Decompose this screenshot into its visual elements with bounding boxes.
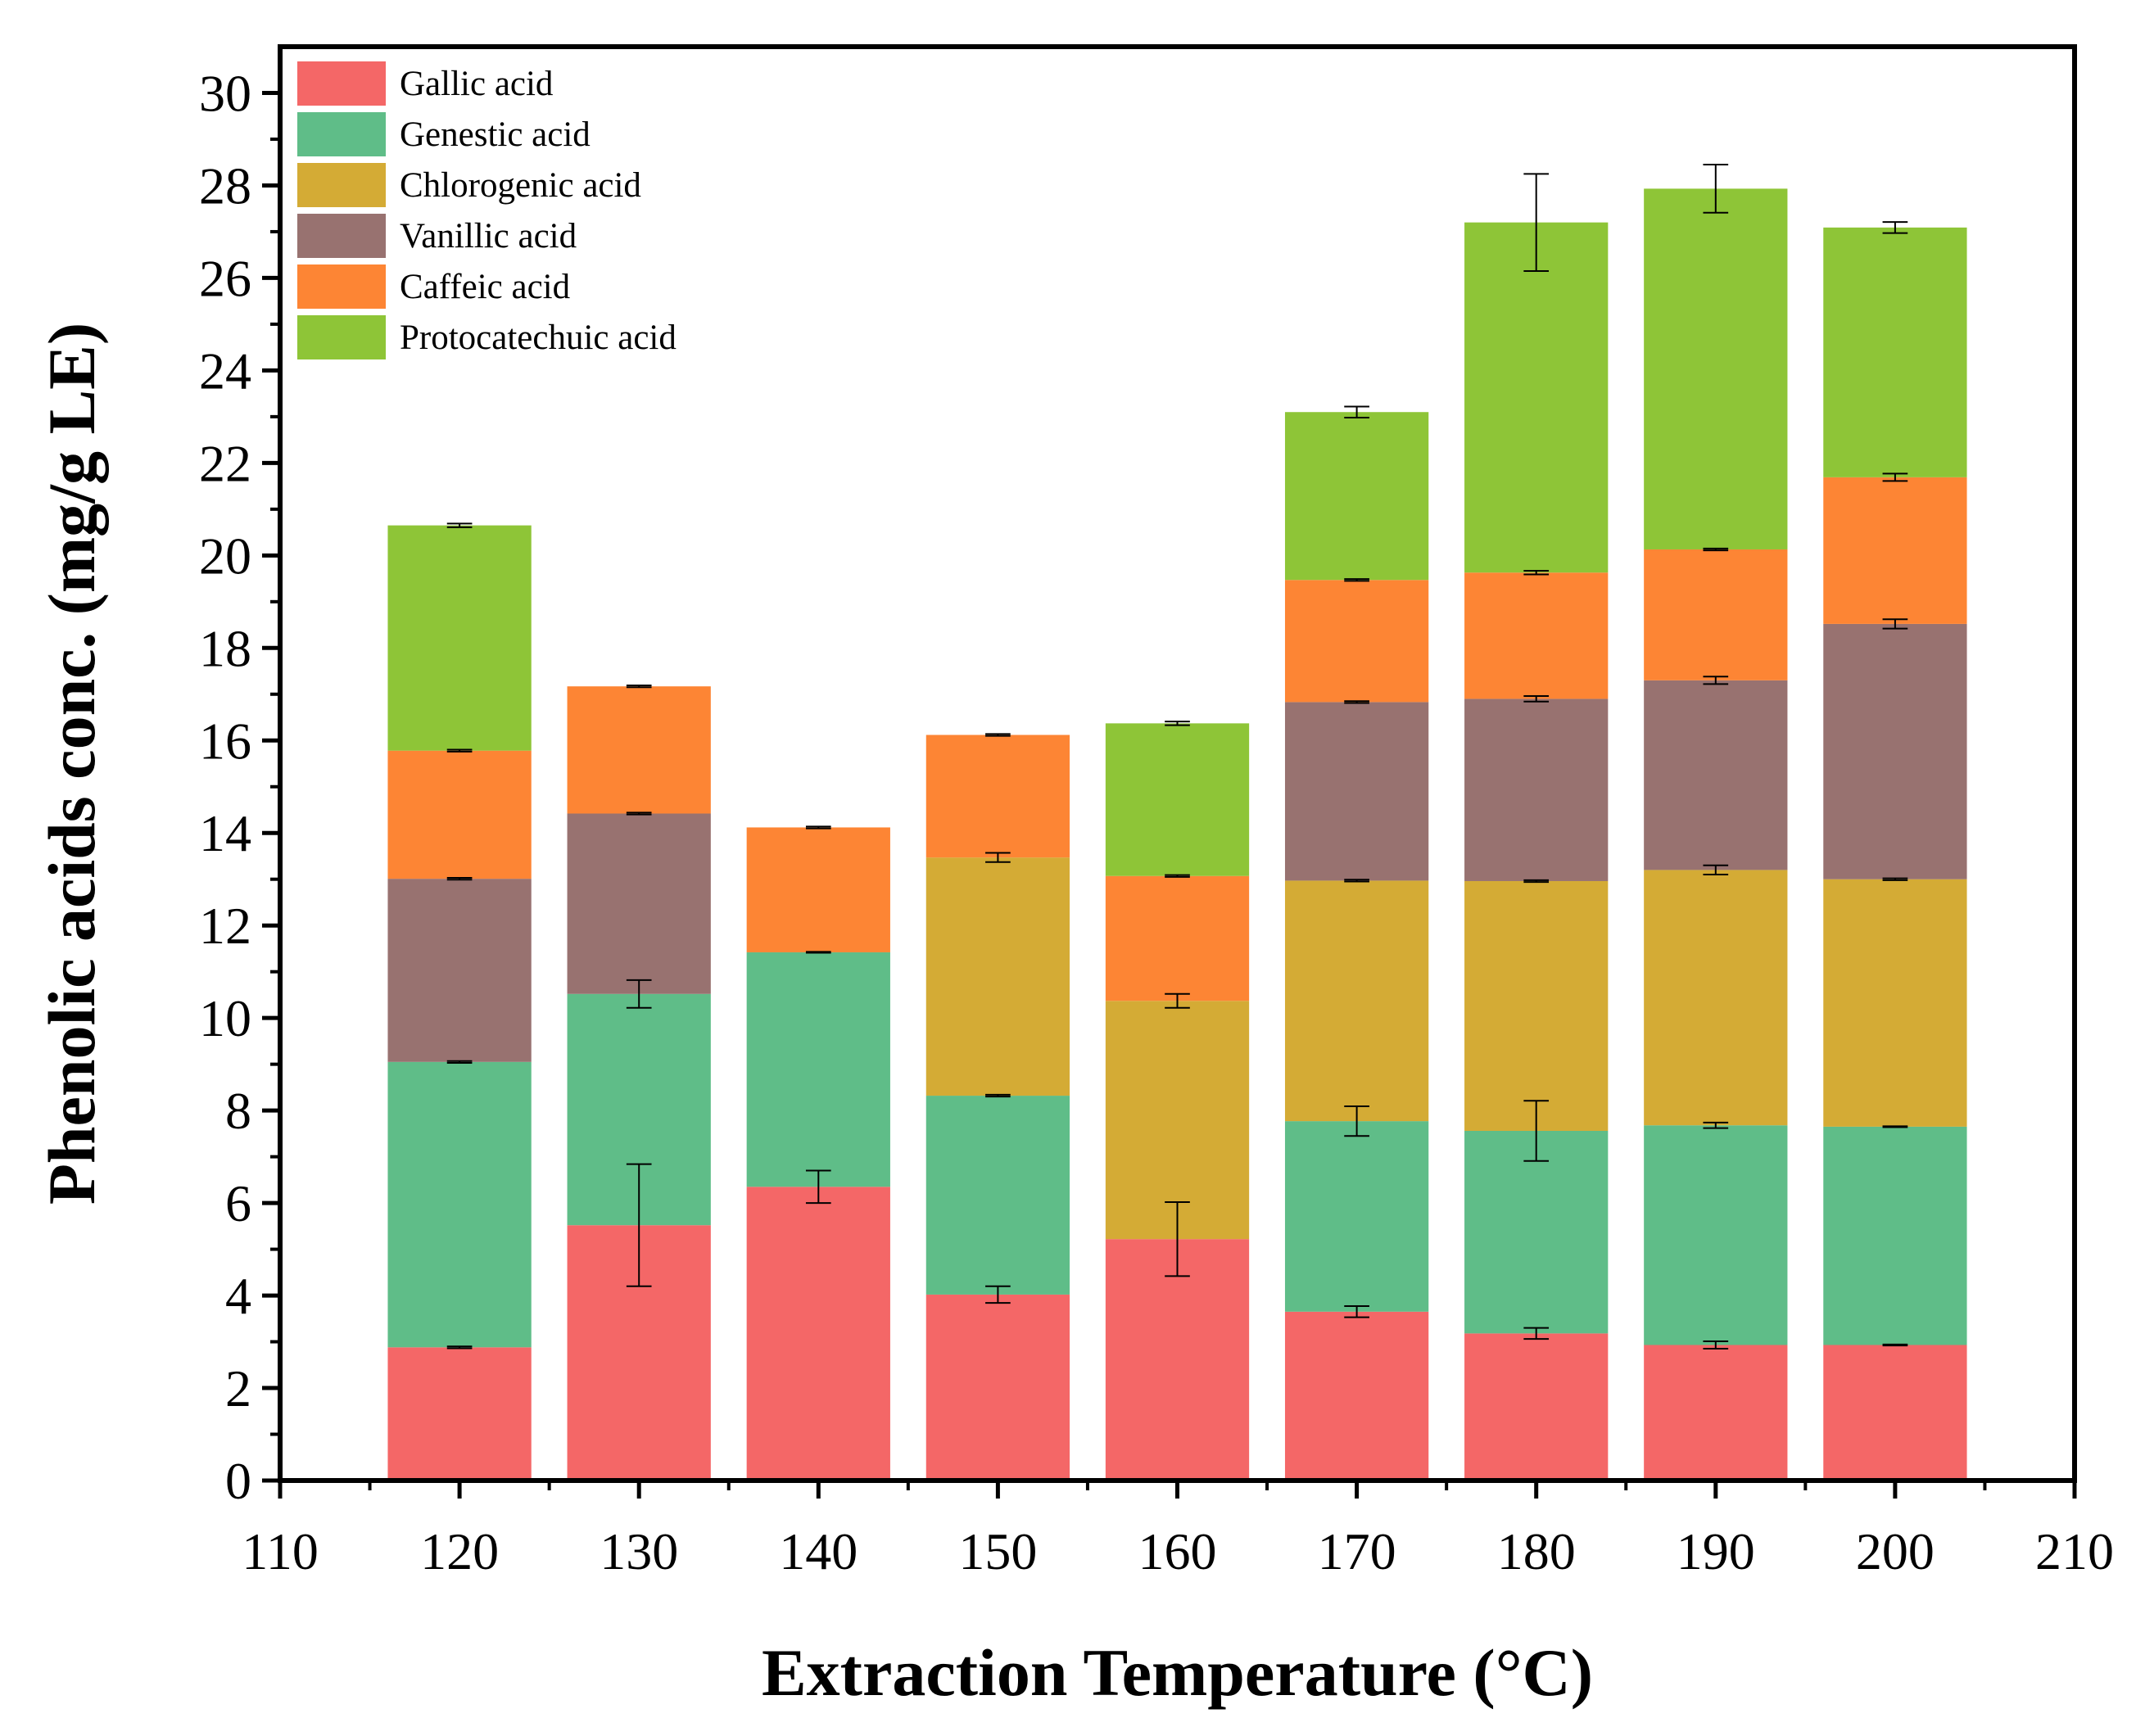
bar-chlorogenic-acid-160	[1105, 1001, 1250, 1240]
bar-caffeic-acid-140	[746, 827, 890, 952]
legend-label-gallic-acid: Gallic acid	[400, 65, 553, 103]
legend-swatch-gallic-acid	[297, 61, 386, 106]
x-tick-label: 210	[2035, 1522, 2114, 1580]
bar-caffeic-acid-170	[1284, 580, 1429, 703]
bar-chlorogenic-acid-150	[925, 857, 1070, 1096]
bar-protocatechuic-acid-200	[1823, 227, 1967, 477]
y-tick-label: 0	[225, 1452, 251, 1510]
x-tick-label: 130	[600, 1522, 678, 1580]
x-tick-label: 140	[779, 1522, 858, 1580]
bar-protocatechuic-acid-120	[387, 525, 532, 751]
error-bars-layer	[446, 164, 1908, 1350]
y-axis-title: Phenolic acids conc. (mg/g LE)	[34, 323, 109, 1205]
bar-vanillic-acid-180	[1464, 698, 1609, 881]
bar-caffeic-acid-190	[1644, 549, 1788, 680]
bar-genestic-acid-140	[746, 952, 890, 1187]
x-tick-label: 160	[1138, 1522, 1217, 1580]
bar-gallic-acid-190	[1644, 1345, 1788, 1481]
y-tick-label: 28	[199, 156, 251, 215]
bar-genestic-acid-150	[925, 1096, 1070, 1295]
legend-label-chlorogenic-acid: Chlorogenic acid	[400, 166, 641, 205]
bar-genestic-acid-120	[387, 1061, 532, 1348]
bar-chlorogenic-acid-190	[1644, 870, 1788, 1126]
x-axis-title: Extraction Temperature (°C)	[762, 1635, 1593, 1710]
legend-label-genestic-acid: Genestic acid	[400, 115, 591, 154]
y-tick-label: 22	[199, 434, 251, 492]
x-tick-label: 200	[1856, 1522, 1935, 1580]
y-tick-label: 26	[199, 249, 251, 307]
bar-vanillic-acid-130	[567, 813, 711, 994]
y-tick-label: 12	[199, 897, 251, 955]
bar-caffeic-acid-180	[1464, 572, 1609, 699]
bar-genestic-acid-180	[1464, 1130, 1609, 1334]
legend-swatch-vanillic-acid	[297, 214, 386, 258]
bar-protocatechuic-acid-190	[1644, 188, 1788, 549]
bar-genestic-acid-170	[1284, 1121, 1429, 1312]
bar-gallic-acid-180	[1464, 1333, 1609, 1481]
y-tick-label: 14	[199, 804, 251, 862]
legend-swatch-caffeic-acid	[297, 264, 386, 309]
bar-protocatechuic-acid-180	[1464, 222, 1609, 573]
bar-chlorogenic-acid-200	[1823, 879, 1967, 1127]
legend-label-caffeic-acid: Caffeic acid	[400, 268, 570, 306]
x-tick-label: 170	[1318, 1522, 1396, 1580]
y-tick-label: 30	[199, 64, 251, 122]
bar-gallic-acid-200	[1823, 1345, 1967, 1481]
bar-caffeic-acid-200	[1823, 477, 1967, 624]
bar-vanillic-acid-120	[387, 879, 532, 1062]
x-tick-label: 110	[242, 1522, 319, 1580]
x-tick-label: 120	[420, 1522, 499, 1580]
bar-caffeic-acid-150	[925, 735, 1070, 858]
x-tick-label: 150	[958, 1522, 1037, 1580]
bar-gallic-acid-170	[1284, 1311, 1429, 1481]
bar-vanillic-acid-200	[1823, 623, 1967, 879]
bar-caffeic-acid-120	[387, 750, 532, 879]
bars-layer	[387, 188, 1967, 1481]
bar-caffeic-acid-160	[1105, 875, 1250, 1001]
bar-genestic-acid-190	[1644, 1125, 1788, 1345]
legend-swatch-genestic-acid	[297, 112, 386, 156]
y-tick-label: 8	[225, 1082, 251, 1140]
bar-chlorogenic-acid-170	[1284, 880, 1429, 1122]
bar-protocatechuic-acid-170	[1284, 412, 1429, 581]
bar-vanillic-acid-170	[1284, 702, 1429, 881]
bar-gallic-acid-140	[746, 1187, 890, 1481]
legend-swatch-chlorogenic-acid	[297, 163, 386, 207]
bar-gallic-acid-150	[925, 1294, 1070, 1481]
y-tick-label: 16	[199, 712, 251, 770]
legend-label-protocatechuic-acid: Protocatechuic acid	[400, 319, 677, 357]
bar-protocatechuic-acid-160	[1105, 723, 1250, 876]
y-tick-label: 20	[199, 527, 251, 585]
legend-swatch-protocatechuic-acid	[297, 315, 386, 359]
y-tick-label: 18	[199, 619, 251, 677]
legend-label-vanillic-acid: Vanillic acid	[400, 217, 577, 255]
bar-gallic-acid-120	[387, 1347, 532, 1481]
y-tick-label: 24	[199, 341, 251, 400]
bar-chlorogenic-acid-180	[1464, 880, 1609, 1131]
y-tick-label: 4	[225, 1267, 251, 1325]
y-tick-label: 2	[225, 1359, 251, 1417]
legend: Gallic acid Genestic acid Chlorogenic acid…	[297, 61, 677, 359]
bar-caffeic-acid-130	[567, 686, 711, 814]
bar-genestic-acid-200	[1823, 1126, 1967, 1345]
y-tick-label: 10	[199, 989, 251, 1047]
bar-gallic-acid-160	[1105, 1239, 1250, 1481]
x-tick-label: 180	[1497, 1522, 1576, 1580]
bar-vanillic-acid-190	[1644, 680, 1788, 870]
y-tick-label: 6	[225, 1174, 251, 1232]
x-tick-label: 190	[1677, 1522, 1755, 1580]
tick-labels-layer: 110 120 130 140 150 160 170 180 190 200 2100246810…	[199, 64, 2114, 1580]
ticks-layer	[262, 90, 2077, 1499]
